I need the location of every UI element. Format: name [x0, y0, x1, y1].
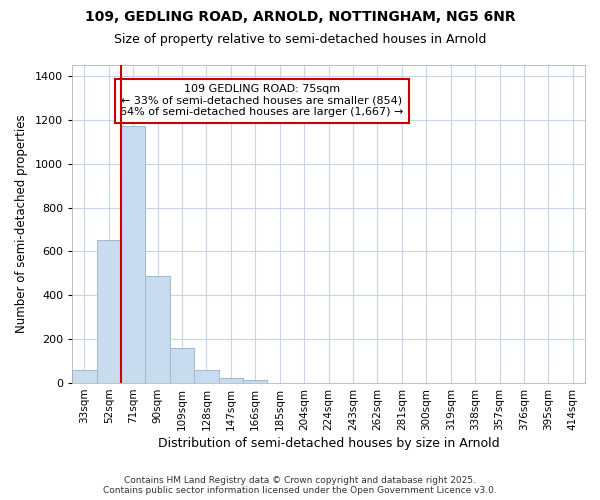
Y-axis label: Number of semi-detached properties: Number of semi-detached properties: [15, 114, 28, 334]
Bar: [72, 370, 97, 383]
Bar: [121, 126, 145, 383]
Text: 109 GEDLING ROAD: 75sqm
← 33% of semi-detached houses are smaller (854)
64% of s: 109 GEDLING ROAD: 75sqm ← 33% of semi-de…: [120, 84, 404, 117]
Bar: [243, 380, 268, 383]
Bar: [145, 276, 170, 383]
Bar: [218, 378, 243, 383]
Text: Contains HM Land Registry data © Crown copyright and database right 2025.
Contai: Contains HM Land Registry data © Crown c…: [103, 476, 497, 495]
Bar: [97, 240, 121, 383]
Text: Size of property relative to semi-detached houses in Arnold: Size of property relative to semi-detach…: [114, 32, 486, 46]
X-axis label: Distribution of semi-detached houses by size in Arnold: Distribution of semi-detached houses by …: [158, 437, 499, 450]
Text: 109, GEDLING ROAD, ARNOLD, NOTTINGHAM, NG5 6NR: 109, GEDLING ROAD, ARNOLD, NOTTINGHAM, N…: [85, 10, 515, 24]
Bar: [194, 370, 218, 383]
Bar: [170, 348, 194, 383]
